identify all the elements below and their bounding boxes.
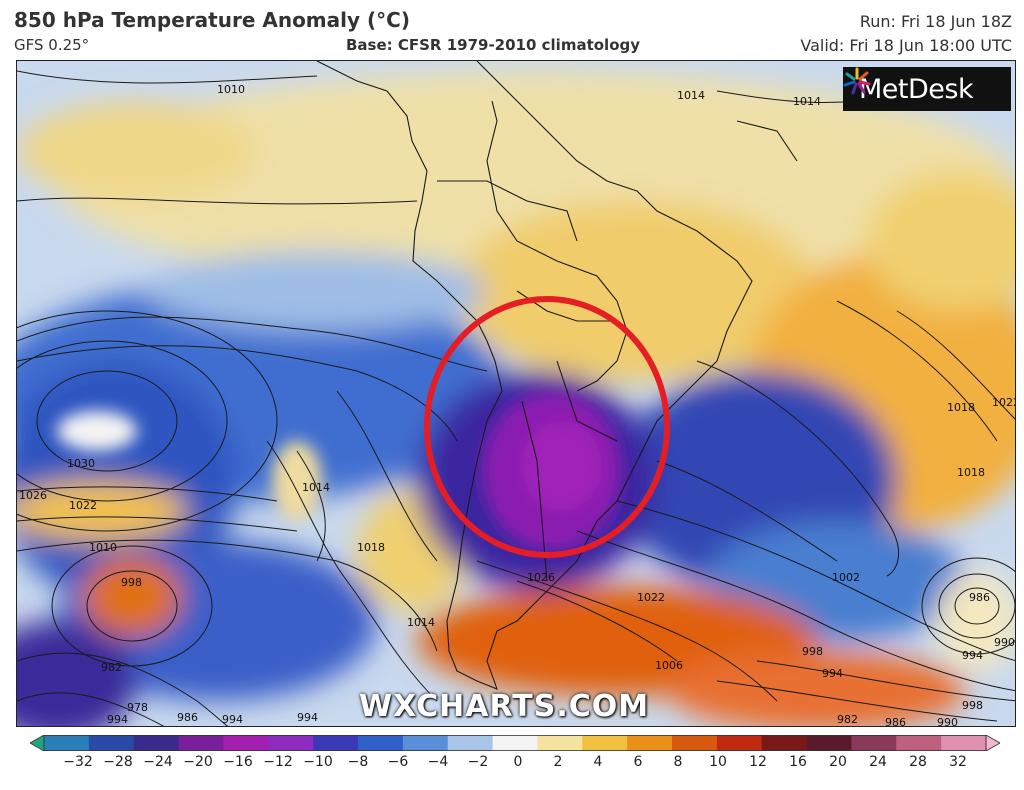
colorbar-tick-label: 32 (949, 754, 967, 770)
isobar-label: 986 (969, 591, 990, 604)
run-time-label: Run: Fri 18 Jun 18Z (859, 12, 1012, 31)
isobar-label: 1018 (947, 401, 975, 414)
colorbar-tick-label: 28 (909, 754, 927, 770)
isobar-label: 1026 (19, 489, 47, 502)
colorbar-tick-label: 6 (633, 754, 643, 770)
map-canvas: 1010 1018 1014 1014 1030 1026 1022 1010 … (17, 61, 1016, 727)
colorbar-tick-label: 24 (869, 754, 887, 770)
colorbar-tick-label: −12 (263, 754, 293, 770)
colorbar-segment (806, 735, 852, 751)
colorbar-segment (537, 735, 583, 751)
isobar-label: 1010 (89, 541, 117, 554)
colorbar-segment (447, 735, 494, 751)
isobar-label: 986 (177, 711, 198, 724)
colorbar-tick-label: −24 (143, 754, 173, 770)
colorbar-tick-label: 0 (513, 754, 523, 770)
colorbar-tick-label: 8 (673, 754, 683, 770)
colorbar-tick-label: −2 (467, 754, 489, 770)
colorbar-segment (88, 735, 135, 751)
colorbar-segment (268, 735, 314, 751)
colorbar-segment (672, 735, 718, 751)
colorbar-segment (627, 735, 673, 751)
temperature-anomaly-map[interactable]: 1010 1018 1014 1014 1030 1026 1022 1010 … (16, 60, 1016, 727)
colorbar-tick-label: 2 (553, 754, 563, 770)
colorbar-segment (358, 735, 404, 751)
colorbar (30, 735, 1000, 751)
model-label: GFS 0.25° (14, 36, 90, 54)
isobar-label: 998 (802, 645, 823, 658)
colorbar-segment (716, 735, 763, 751)
colorbar-tick-label: −32 (63, 754, 93, 770)
isobar-label: 1022 (637, 591, 665, 604)
colorbar-segment (851, 735, 897, 751)
colorbar-segment (582, 735, 628, 751)
logo-text: MetDesk (859, 73, 974, 105)
colorbar-tick-label: 4 (593, 754, 603, 770)
isobar-label: 982 (837, 713, 858, 726)
colorbar-segment (941, 735, 987, 751)
colorbar-min-arrow (30, 735, 45, 751)
isobar-label: 1022 (69, 499, 97, 512)
isobar-label: 1026 (527, 571, 555, 584)
isobar-label: 994 (962, 649, 983, 662)
colorbar-ticks: −32 −28 −24 −20 −16 −12 −10 −8 −6 −4 −2 0 2 4 6 8 10 12 16… (0, 754, 1024, 776)
isobar-label: 1022 (992, 396, 1016, 409)
colorbar-segment (761, 735, 808, 751)
highlight-circle (424, 296, 670, 558)
isobar-labels: 1010 1018 1014 1014 1030 1026 1022 1010 … (19, 83, 1016, 727)
isobars (17, 70, 1015, 726)
isobar-label: 998 (962, 699, 983, 712)
colorbar-tick-label: −4 (427, 754, 449, 770)
isobar-label: 994 (107, 713, 128, 726)
isobar-label: 1018 (957, 466, 985, 479)
map-title: 850 hPa Temperature Anomaly (°C) (14, 8, 410, 32)
isobar-label: 978 (127, 701, 148, 714)
isobar-label: 994 (297, 711, 318, 724)
colorbar-tick-label: 20 (829, 754, 847, 770)
colorbar-tick-label: −16 (223, 754, 253, 770)
isobar-label: 986 (885, 716, 906, 727)
isobar-label: 1014 (302, 481, 330, 494)
colorbar-tick-label: −10 (303, 754, 333, 770)
isobar-label: 1018 (357, 541, 385, 554)
isobar-label: 1002 (832, 571, 860, 584)
isobar-label: 1014 (407, 616, 435, 629)
colorbar-tick-label: 12 (749, 754, 767, 770)
sunburst-icon (843, 67, 871, 95)
isobar-label: 990 (994, 636, 1015, 649)
climatology-base-label: Base: CFSR 1979-2010 climatology (346, 36, 641, 54)
colorbar-segment (402, 735, 449, 751)
metdesk-logo: MetDesk (843, 67, 1011, 111)
isobar-label: 994 (822, 667, 843, 680)
colorbar-segment (896, 735, 942, 751)
valid-time-label: Valid: Fri 18 Jun 18:00 UTC (800, 36, 1012, 55)
colorbar-tick-label: −6 (387, 754, 409, 770)
colorbar-segment (492, 735, 538, 751)
colorbar-max-arrow (985, 735, 1000, 751)
colorbar-tick-label: −8 (347, 754, 369, 770)
watermark: WXCHARTS.COM (359, 689, 650, 724)
colorbar-segment (133, 735, 180, 751)
isobar-label: 1014 (677, 89, 705, 102)
isobar-label: 1014 (793, 95, 821, 108)
isobar-label: 1010 (217, 83, 245, 96)
isobar-label: 1006 (655, 659, 683, 672)
colorbar-tick-label: −28 (103, 754, 133, 770)
colorbar-segment (44, 735, 90, 751)
isobar-label: 994 (222, 713, 243, 726)
colorbar-segment (313, 735, 359, 751)
colorbar-segment (178, 735, 224, 751)
isobar-label: 1030 (67, 457, 95, 470)
isobar-label: 982 (101, 661, 122, 674)
colorbar-tick-label: −20 (183, 754, 213, 770)
isobar-label: 990 (937, 716, 958, 727)
isobar-label: 998 (121, 576, 142, 589)
colorbar-tick-label: 16 (789, 754, 807, 770)
colorbar-segment (223, 735, 269, 751)
colorbar-tick-label: 10 (709, 754, 727, 770)
